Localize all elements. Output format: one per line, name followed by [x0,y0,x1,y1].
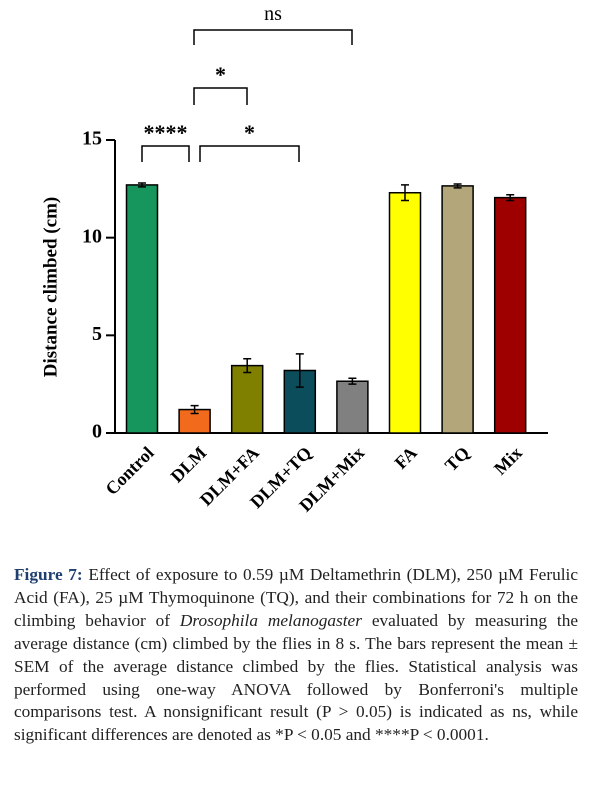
significance-bracket [193,29,353,45]
significance-bracket [193,87,248,105]
significance-label: * [244,120,255,145]
error-bar [401,184,409,202]
caption-species: Drosophila melanogaster [179,610,362,630]
bar [125,184,159,434]
x-tick-label: TQ [441,443,474,476]
error-bar [295,353,304,388]
significance-bracket [199,145,300,162]
error-bar [190,404,199,415]
bar [388,191,422,434]
x-tick-label: Control [101,443,157,499]
bar [336,380,369,434]
y-tick-label: 10 [82,225,102,247]
figure-caption: Figure 7: Effect of exposure to 0.59 µM … [14,564,578,747]
significance-label: * [215,62,226,87]
error-bar [243,358,252,374]
caption-label: Figure 7: [14,565,83,584]
bar [493,196,527,434]
significance-label: ns [264,3,282,25]
caption-text: evaluated by measuring the average dista… [14,610,579,745]
error-bar [138,182,146,188]
significance-bracket [141,145,190,162]
x-tick-label: DLM [167,443,211,487]
error-bar [453,183,462,189]
bar [230,364,264,434]
x-tick-label: FA [391,443,421,473]
x-tick-label: Mix [490,443,526,479]
bar [441,185,474,434]
y-tick-label: 0 [92,421,102,443]
y-tick-label: 5 [92,323,102,345]
error-bar [348,377,357,385]
y-axis-label: Distance climbed (cm) [40,197,61,377]
y-tick-label: 15 [82,128,102,150]
caption-text: Effect of exposure to 0.59 µM Deltamethr… [14,565,578,630]
error-bar [506,193,515,202]
significance-label: **** [144,120,188,145]
